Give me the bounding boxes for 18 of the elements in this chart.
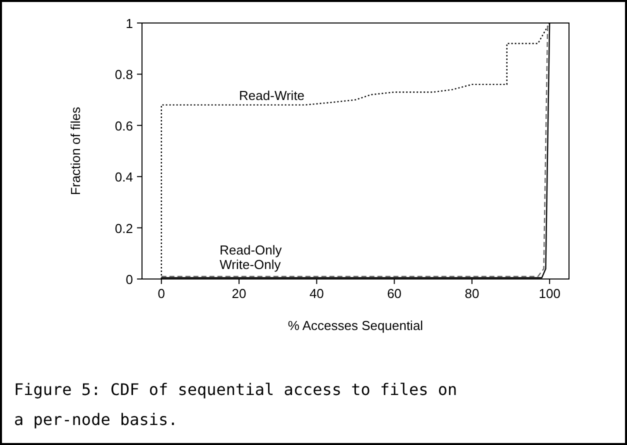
x-tick-label: 80 — [464, 286, 480, 301]
y-tick-label: 0.2 — [114, 220, 133, 236]
y-tick-label: 0.8 — [114, 67, 133, 82]
x-tick-label: 0 — [158, 286, 166, 301]
x-tick-label: 40 — [309, 286, 324, 301]
y-tick-label: 0.6 — [114, 118, 133, 134]
y-axis-title: Fraction of files — [68, 106, 83, 196]
series-label: Read-Write — [239, 88, 305, 103]
x-tick-label: 20 — [232, 286, 246, 301]
series-label: Write-Only — [220, 256, 282, 272]
x-axis-title: % Accesses Sequential — [288, 318, 424, 333]
y-tick-label: 0.4 — [114, 170, 133, 185]
x-tick-label: 60 — [387, 286, 402, 301]
y-tick-label: 0 — [126, 272, 133, 287]
series-label: Read-Only — [220, 242, 282, 258]
caption: Figure 5: CDF of sequential access to files on a per-node basis. — [14, 380, 458, 429]
y-tick-label: 1 — [126, 16, 133, 31]
x-tick-label: 100 — [538, 286, 560, 301]
